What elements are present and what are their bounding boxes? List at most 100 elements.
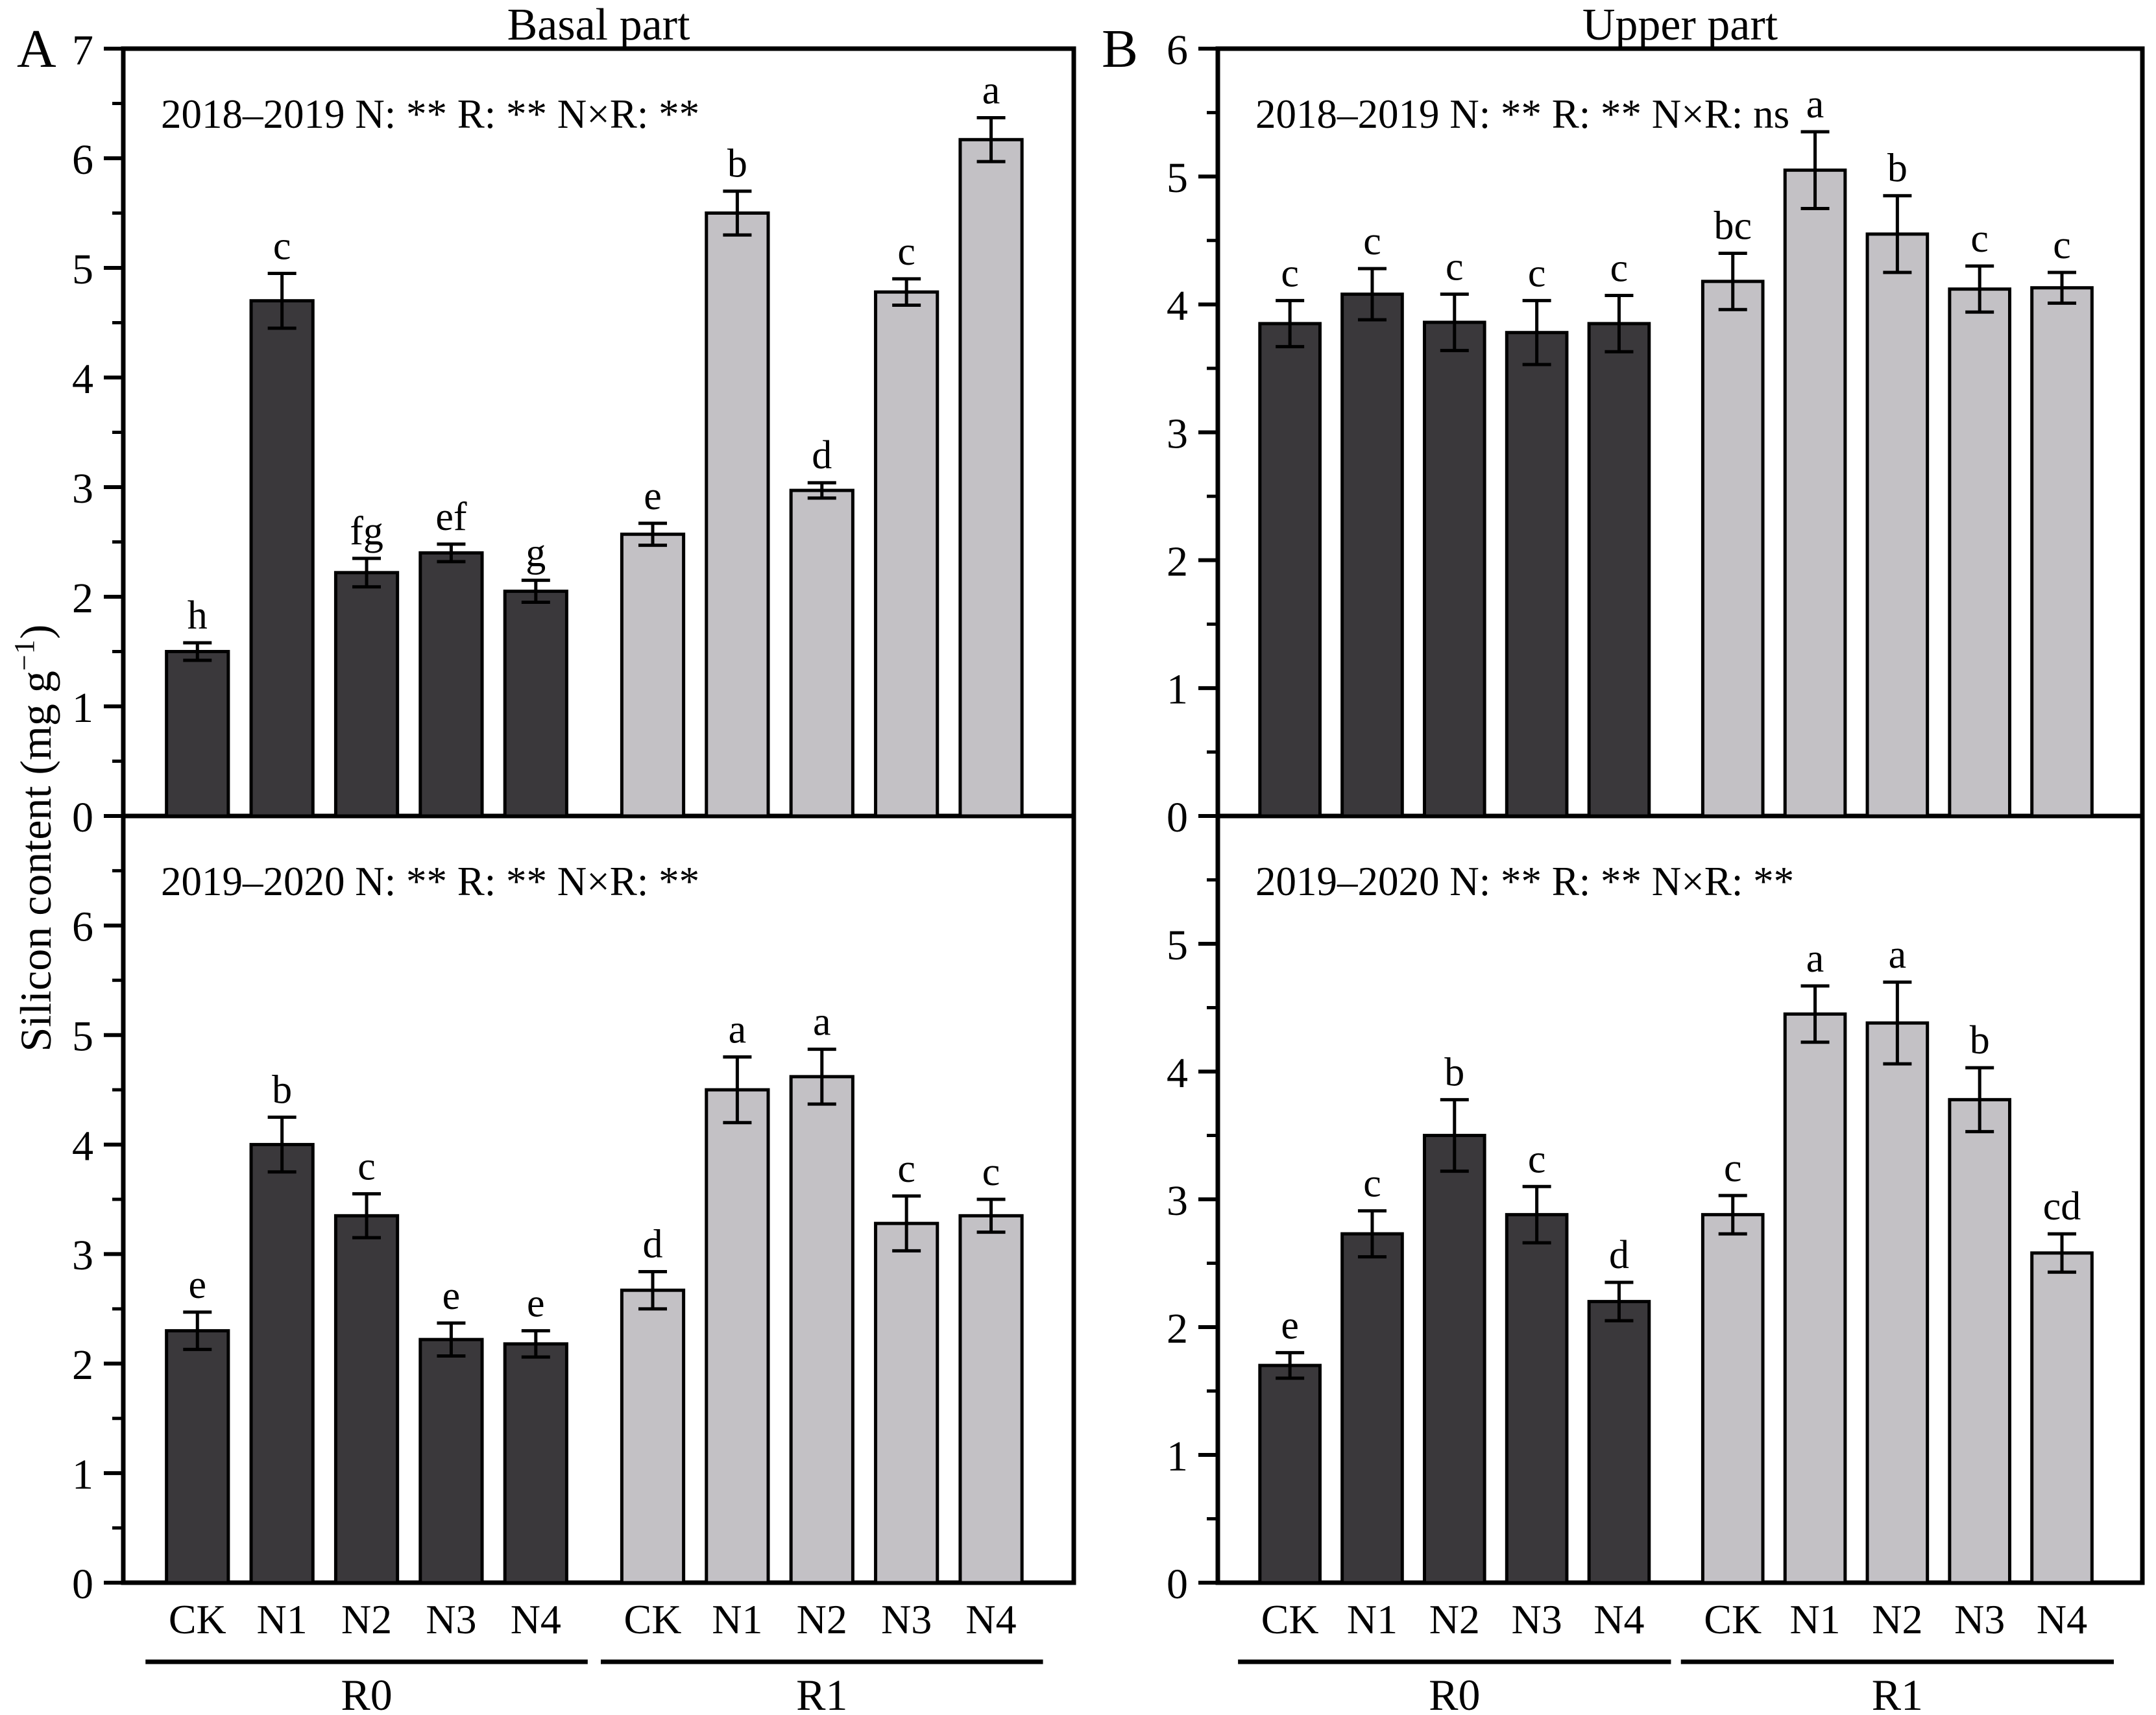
sig-letter: c xyxy=(1363,219,1381,263)
y-tick-label: 3 xyxy=(72,465,93,512)
bar-upper-2018-2019-R1-N1 xyxy=(1783,168,1847,818)
x-tick-label: N2 xyxy=(1872,1596,1922,1642)
sig-letter: e xyxy=(527,1282,545,1326)
bar-upper-2019-2020-R0-N3 xyxy=(1505,1213,1569,1585)
y-tick-label: 6 xyxy=(1167,27,1188,74)
sig-letter: e xyxy=(442,1274,461,1318)
sig-letter: c xyxy=(1610,246,1629,291)
bar-upper-2018-2019-R0-N4 xyxy=(1587,322,1651,818)
x-tick-label: N1 xyxy=(1789,1596,1840,1642)
y-tick-label: 0 xyxy=(72,1561,93,1608)
sig-letter: c xyxy=(1724,1146,1742,1190)
bar-basal-2018-2019-R1-CK xyxy=(620,533,686,818)
y-tick-label: 6 xyxy=(72,904,93,951)
bar-upper-2019-2020-R0-N4 xyxy=(1587,1300,1651,1585)
group-label-R1: R1 xyxy=(1872,1670,1923,1715)
sig-letter: c xyxy=(1446,245,1464,289)
bar-upper-2019-2020-R0-CK xyxy=(1258,1363,1322,1585)
bar-upper-2018-2019-R1-CK xyxy=(1701,280,1765,818)
x-tick-label: CK xyxy=(624,1596,682,1642)
y-tick-label: 4 xyxy=(1167,1049,1188,1097)
x-tick-label: N1 xyxy=(257,1596,308,1642)
panel-letter-a: A xyxy=(17,19,56,79)
bar-basal-2019-2020-R1-CK xyxy=(620,1288,686,1585)
sig-letter: b xyxy=(1444,1050,1464,1094)
group-label-R0: R0 xyxy=(1429,1670,1480,1715)
sig-letter: cd xyxy=(2043,1184,2081,1229)
y-tick-label: 7 xyxy=(72,27,93,74)
bar-upper-2019-2020-R1-N2 xyxy=(1865,1021,1930,1585)
sig-letter: c xyxy=(273,224,291,268)
y-tick-label: 2 xyxy=(72,575,93,622)
bar-upper-2019-2020-R1-N4 xyxy=(2030,1251,2094,1585)
column-title-upper: Upper part xyxy=(1582,0,1778,50)
x-tick-label: N3 xyxy=(1512,1596,1562,1642)
bar-upper-2018-2019-R0-N1 xyxy=(1340,293,1404,818)
sig-letter: a xyxy=(1806,937,1824,981)
x-tick-label: CK xyxy=(169,1596,226,1642)
x-tick-label: N3 xyxy=(1954,1596,2005,1642)
group-label-R1: R1 xyxy=(796,1670,847,1715)
bar-basal-2018-2019-R0-N4 xyxy=(503,590,568,818)
x-tick-label: N2 xyxy=(341,1596,392,1642)
y-tick-label: 4 xyxy=(72,355,93,403)
sig-letter: c xyxy=(982,1150,1000,1194)
y-tick-label: 3 xyxy=(72,1232,93,1279)
sig-letter: bc xyxy=(1714,204,1752,248)
x-tick-label: CK xyxy=(1704,1596,1762,1642)
bar-upper-2018-2019-R1-N2 xyxy=(1865,232,1930,818)
x-tick-label: N2 xyxy=(797,1596,847,1642)
bar-basal-2018-2019-R0-N1 xyxy=(249,299,315,818)
sig-letter: a xyxy=(982,68,1000,112)
sig-letter: fg xyxy=(350,509,383,553)
y-tick-label: 0 xyxy=(72,794,93,841)
sig-letter: e xyxy=(1281,1303,1299,1347)
y-tick-label: 0 xyxy=(1167,794,1188,841)
panel-letter-b: B xyxy=(1102,19,1139,79)
bar-basal-2018-2019-R1-N2 xyxy=(789,488,854,818)
group-label-R0: R0 xyxy=(341,1670,392,1715)
panel-annotation: 2019–2020 N: ** R: ** N×R: ** xyxy=(1255,859,1794,904)
sig-letter: c xyxy=(1528,1137,1546,1181)
x-tick-label: N1 xyxy=(712,1596,762,1642)
sig-letter: a xyxy=(1889,933,1907,977)
sig-letter: b xyxy=(727,142,747,186)
bar-upper-2019-2020-R0-N2 xyxy=(1422,1134,1486,1585)
sig-letter: b xyxy=(1970,1018,1990,1062)
y-axis-label-main: Silicon content (mg g xyxy=(11,671,60,1052)
bar-basal-2019-2020-R0-N2 xyxy=(333,1214,400,1585)
y-tick-label: 4 xyxy=(72,1122,93,1169)
bar-upper-2019-2020-R1-N3 xyxy=(1948,1097,2012,1585)
x-tick-label: N2 xyxy=(1429,1596,1480,1642)
sig-letter: d xyxy=(643,1222,663,1266)
bar-basal-2018-2019-R0-N2 xyxy=(333,571,400,818)
sig-letter: d xyxy=(1609,1233,1629,1277)
sig-letter: b xyxy=(1887,147,1908,191)
y-tick-label: 6 xyxy=(72,136,93,184)
sig-letter: e xyxy=(644,474,662,518)
y-tick-label: 2 xyxy=(1167,1305,1188,1352)
sig-letter: c xyxy=(357,1145,376,1189)
bar-upper-2018-2019-R0-N2 xyxy=(1422,320,1486,818)
panel-annotation: 2018–2019 N: ** R: ** N×R: ns xyxy=(1255,91,1789,137)
bar-basal-2018-2019-R1-N3 xyxy=(874,290,939,818)
bar-basal-2019-2020-R0-N4 xyxy=(503,1342,568,1585)
bar-basal-2019-2020-R1-N4 xyxy=(958,1214,1024,1585)
bar-upper-2019-2020-R1-CK xyxy=(1701,1213,1765,1585)
bar-basal-2019-2020-R1-N3 xyxy=(874,1221,939,1585)
sig-letter: ef xyxy=(435,495,467,539)
bar-basal-2018-2019-R1-N1 xyxy=(705,211,770,818)
bar-upper-2018-2019-R1-N4 xyxy=(2030,286,2094,818)
sig-letter: c xyxy=(897,230,915,274)
y-tick-label: 2 xyxy=(72,1341,93,1389)
sig-letter: c xyxy=(1281,251,1299,295)
y-axis-label-end: ) xyxy=(11,624,60,640)
y-tick-label: 3 xyxy=(1167,1177,1188,1225)
bar-basal-2019-2020-R1-N1 xyxy=(705,1088,770,1585)
sig-letter: a xyxy=(813,1000,831,1044)
bar-upper-2018-2019-R0-CK xyxy=(1258,322,1322,818)
bar-basal-2018-2019-R0-CK xyxy=(165,650,230,818)
x-tick-label: N4 xyxy=(511,1596,561,1642)
